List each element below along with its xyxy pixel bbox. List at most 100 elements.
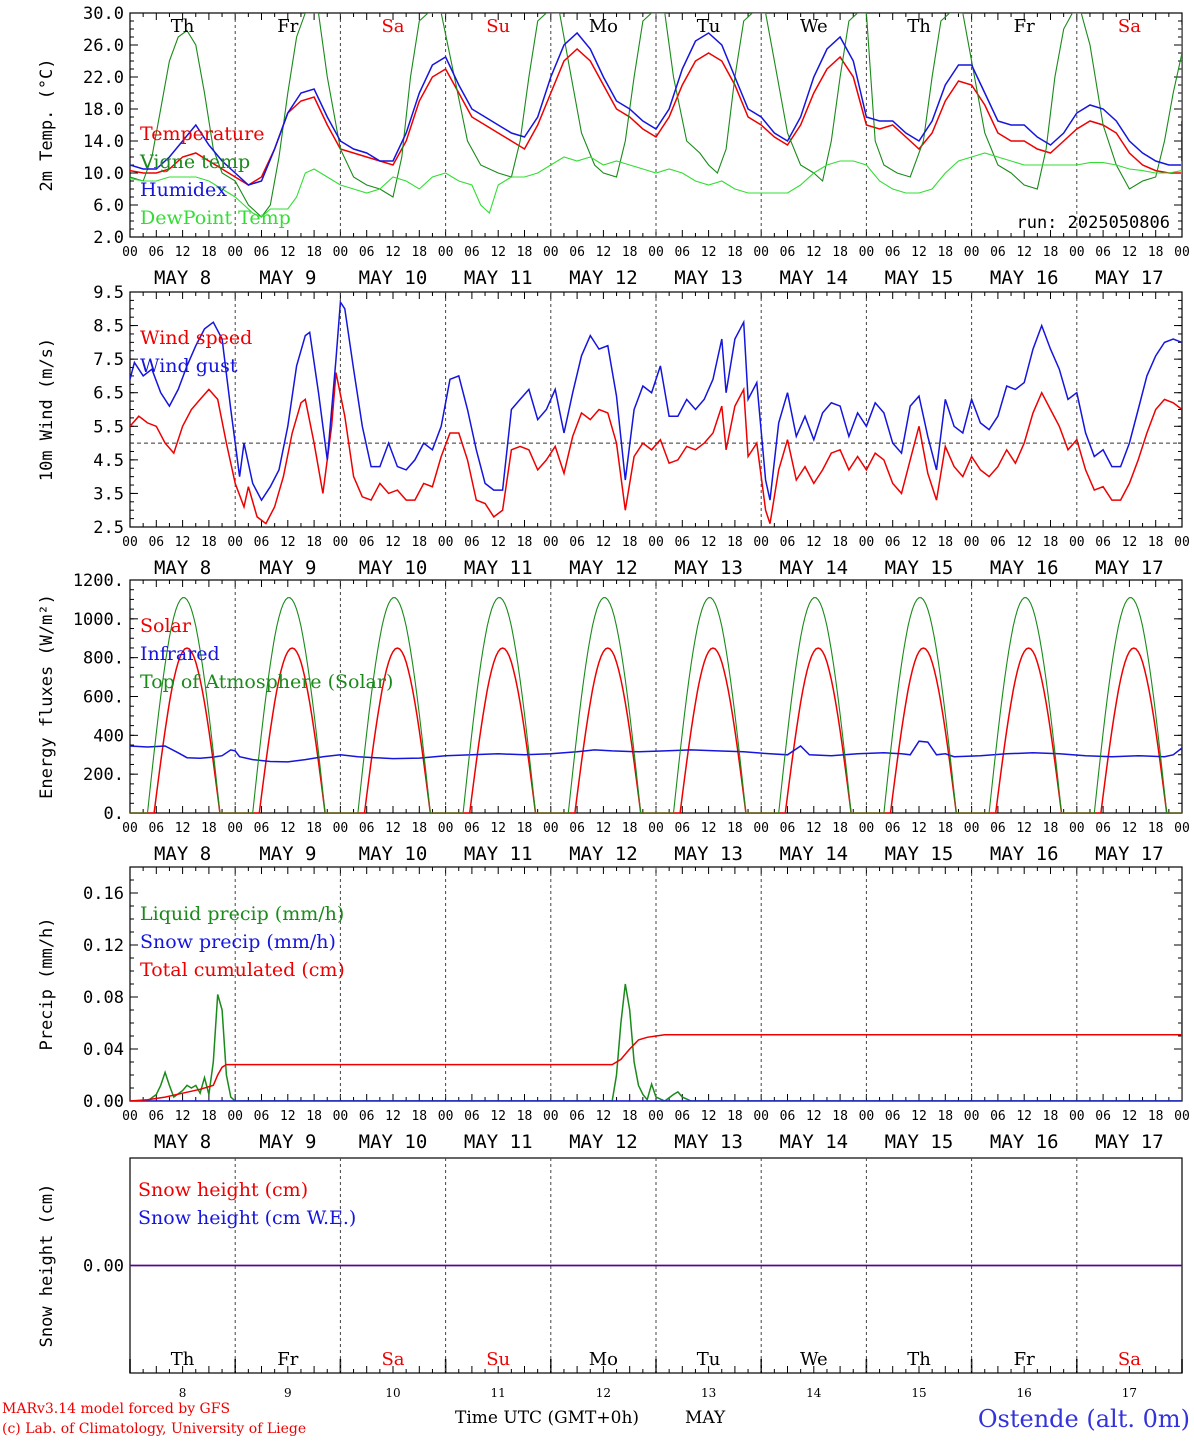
hour-tick-label: 00 — [122, 535, 138, 550]
hour-tick-label: 18 — [1043, 1109, 1059, 1124]
hour-tick-label: 06 — [148, 821, 164, 836]
legend-label-temperature: Temperature — [140, 123, 264, 145]
y-tick-label: 2.5 — [93, 518, 124, 538]
hour-tick-label: 00 — [227, 245, 243, 260]
hour-tick-label: 12 — [911, 821, 927, 836]
hour-tick-label: 18 — [727, 1109, 743, 1124]
y-tick-label: 4.5 — [93, 451, 124, 471]
hour-tick-label: 18 — [832, 1109, 848, 1124]
date-label: MAY 16 — [990, 267, 1059, 289]
date-label: MAY 8 — [154, 1131, 211, 1153]
legend-label-snow-precip-mm-h-: Snow precip (mm/h) — [140, 931, 336, 953]
series-line-vigne-temp — [130, 13, 1182, 218]
hour-tick-label: 06 — [990, 245, 1006, 260]
hour-tick-label: 06 — [674, 245, 690, 260]
day-name-label: Fr — [277, 16, 298, 37]
legend-label-wind-gust: Wind gust — [140, 355, 238, 377]
legend-label-total-cumulated-cm-: Total cumulated (cm) — [140, 959, 345, 981]
day-number-label: 17 — [1122, 1386, 1137, 1400]
y-tick-label: 0.00 — [83, 1257, 124, 1277]
date-label: MAY 15 — [885, 267, 954, 289]
run-annotation: run: 2025050806 — [1016, 213, 1170, 233]
hour-tick-label: 00 — [1174, 821, 1190, 836]
hour-tick-label: 18 — [1148, 245, 1164, 260]
day-name-label: Mo — [589, 16, 618, 37]
hour-tick-label: 12 — [175, 821, 191, 836]
hour-tick-label: 00 — [122, 245, 138, 260]
hour-tick-label: 00 — [227, 535, 243, 550]
hour-tick-label: 18 — [622, 1109, 638, 1124]
day-number-label: 12 — [596, 1386, 611, 1400]
y-tick-label: 18.0 — [83, 100, 124, 120]
y-axis-label-wind: 10m Wind (m/s) — [37, 338, 57, 481]
date-label: MAY 10 — [359, 843, 428, 865]
y-tick-label: 6.5 — [93, 384, 124, 404]
hour-tick-label: 12 — [806, 821, 822, 836]
hour-tick-label: 06 — [148, 245, 164, 260]
hour-tick-label: 06 — [1095, 535, 1111, 550]
hour-tick-label: 18 — [517, 535, 533, 550]
date-label: MAY 17 — [1095, 267, 1164, 289]
y-tick-label: 400 — [93, 726, 124, 746]
hour-tick-label: 12 — [1122, 535, 1138, 550]
hour-tick-label: 00 — [964, 821, 980, 836]
hour-tick-label: 12 — [385, 821, 401, 836]
date-label: MAY 17 — [1095, 843, 1164, 865]
series-line-top-of-atmosphere-solar- — [130, 597, 1182, 813]
date-label: MAY 14 — [779, 557, 848, 579]
date-label: MAY 15 — [885, 557, 954, 579]
date-label: MAY 8 — [154, 267, 211, 289]
day-number-label: 9 — [284, 1386, 292, 1400]
hour-tick-label: 00 — [543, 245, 559, 260]
day-number-label: 14 — [806, 1386, 822, 1400]
date-label: MAY 12 — [569, 843, 638, 865]
date-label: MAY 17 — [1095, 557, 1164, 579]
hour-tick-label: 18 — [1148, 1109, 1164, 1124]
hour-tick-label: 06 — [569, 1109, 585, 1124]
hour-tick-label: 18 — [1043, 821, 1059, 836]
hour-tick-label: 12 — [385, 1109, 401, 1124]
x-axis-month-label: MAY — [685, 1408, 726, 1428]
hour-tick-label: 00 — [753, 1109, 769, 1124]
hour-tick-label: 18 — [306, 821, 322, 836]
hour-tick-label: 12 — [385, 535, 401, 550]
hour-tick-label: 06 — [674, 821, 690, 836]
hour-tick-label: 12 — [490, 821, 506, 836]
hour-tick-label: 12 — [701, 535, 717, 550]
hour-tick-label: 00 — [1069, 821, 1085, 836]
y-tick-label: 0.00 — [83, 1092, 124, 1112]
hour-tick-label: 00 — [1174, 535, 1190, 550]
y-tick-label: 1000. — [73, 610, 124, 630]
date-label: MAY 12 — [569, 267, 638, 289]
hour-tick-label: 12 — [280, 245, 296, 260]
hour-tick-label: 00 — [859, 1109, 875, 1124]
hour-tick-label: 00 — [753, 821, 769, 836]
legend-label-snow-height-cm-w-e-: Snow height (cm W.E.) — [138, 1207, 356, 1229]
date-label: MAY 11 — [464, 267, 533, 289]
hour-tick-label: 18 — [1043, 535, 1059, 550]
hour-tick-label: 06 — [359, 535, 375, 550]
hour-tick-label: 00 — [543, 821, 559, 836]
series-line-wind-speed — [130, 372, 1182, 525]
hour-tick-label: 18 — [1043, 245, 1059, 260]
hour-tick-label: 06 — [674, 1109, 690, 1124]
y-tick-label: 22.0 — [83, 68, 124, 88]
hour-tick-label: 00 — [859, 821, 875, 836]
date-label: MAY 9 — [259, 843, 316, 865]
hour-tick-label: 12 — [490, 245, 506, 260]
day-name-label: We — [800, 16, 828, 37]
hour-tick-label: 18 — [306, 1109, 322, 1124]
date-label: MAY 14 — [779, 843, 848, 865]
hour-tick-label: 00 — [333, 245, 349, 260]
hour-tick-label: 12 — [911, 245, 927, 260]
hour-tick-label: 12 — [1016, 821, 1032, 836]
hour-tick-label: 12 — [175, 1109, 191, 1124]
hour-tick-label: 18 — [727, 535, 743, 550]
date-label: MAY 13 — [674, 267, 743, 289]
hour-tick-label: 18 — [937, 1109, 953, 1124]
date-label: MAY 16 — [990, 557, 1059, 579]
date-label: MAY 8 — [154, 557, 211, 579]
hour-tick-label: 06 — [1095, 245, 1111, 260]
legend-label-liquid-precip-mm-h-: Liquid precip (mm/h) — [140, 903, 344, 925]
hour-tick-label: 18 — [727, 821, 743, 836]
